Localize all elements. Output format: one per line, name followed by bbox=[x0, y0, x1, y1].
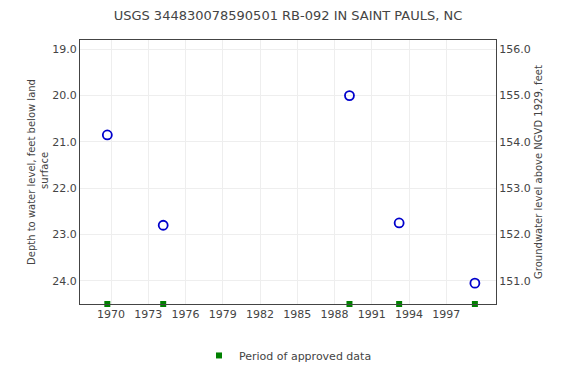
svg-text:1973: 1973 bbox=[134, 308, 162, 321]
svg-text:Period of approved data: Period of approved data bbox=[239, 350, 371, 363]
svg-text:USGS 344830078590501 RB-092 IN: USGS 344830078590501 RB-092 IN SAINT PAU… bbox=[114, 8, 463, 23]
svg-text:24.0: 24.0 bbox=[52, 275, 77, 288]
svg-text:156.0: 156.0 bbox=[499, 43, 531, 56]
svg-text:151.0: 151.0 bbox=[499, 275, 531, 288]
svg-text:1976: 1976 bbox=[172, 308, 200, 321]
svg-text:1979: 1979 bbox=[209, 308, 237, 321]
svg-text:Depth to water level, feet bel: Depth to water level, feet below land su… bbox=[26, 79, 50, 265]
svg-text:23.0: 23.0 bbox=[52, 228, 77, 241]
svg-text:20.0: 20.0 bbox=[52, 89, 77, 102]
svg-text:21.0: 21.0 bbox=[52, 136, 77, 149]
svg-text:1997: 1997 bbox=[432, 308, 460, 321]
svg-text:Groundwater level above NGVD 1: Groundwater level above NGVD 1929, feet bbox=[533, 65, 544, 279]
svg-text:19.0: 19.0 bbox=[52, 43, 77, 56]
svg-text:154.0: 154.0 bbox=[499, 136, 531, 149]
svg-text:1985: 1985 bbox=[283, 308, 311, 321]
svg-text:153.0: 153.0 bbox=[499, 182, 531, 195]
svg-text:1988: 1988 bbox=[321, 308, 349, 321]
svg-text:1991: 1991 bbox=[358, 308, 386, 321]
svg-text:1982: 1982 bbox=[246, 308, 274, 321]
svg-text:22.0: 22.0 bbox=[52, 182, 77, 195]
svg-text:1970: 1970 bbox=[97, 308, 125, 321]
svg-text:1994: 1994 bbox=[395, 308, 423, 321]
svg-text:152.0: 152.0 bbox=[499, 228, 531, 241]
svg-text:155.0: 155.0 bbox=[499, 89, 531, 102]
